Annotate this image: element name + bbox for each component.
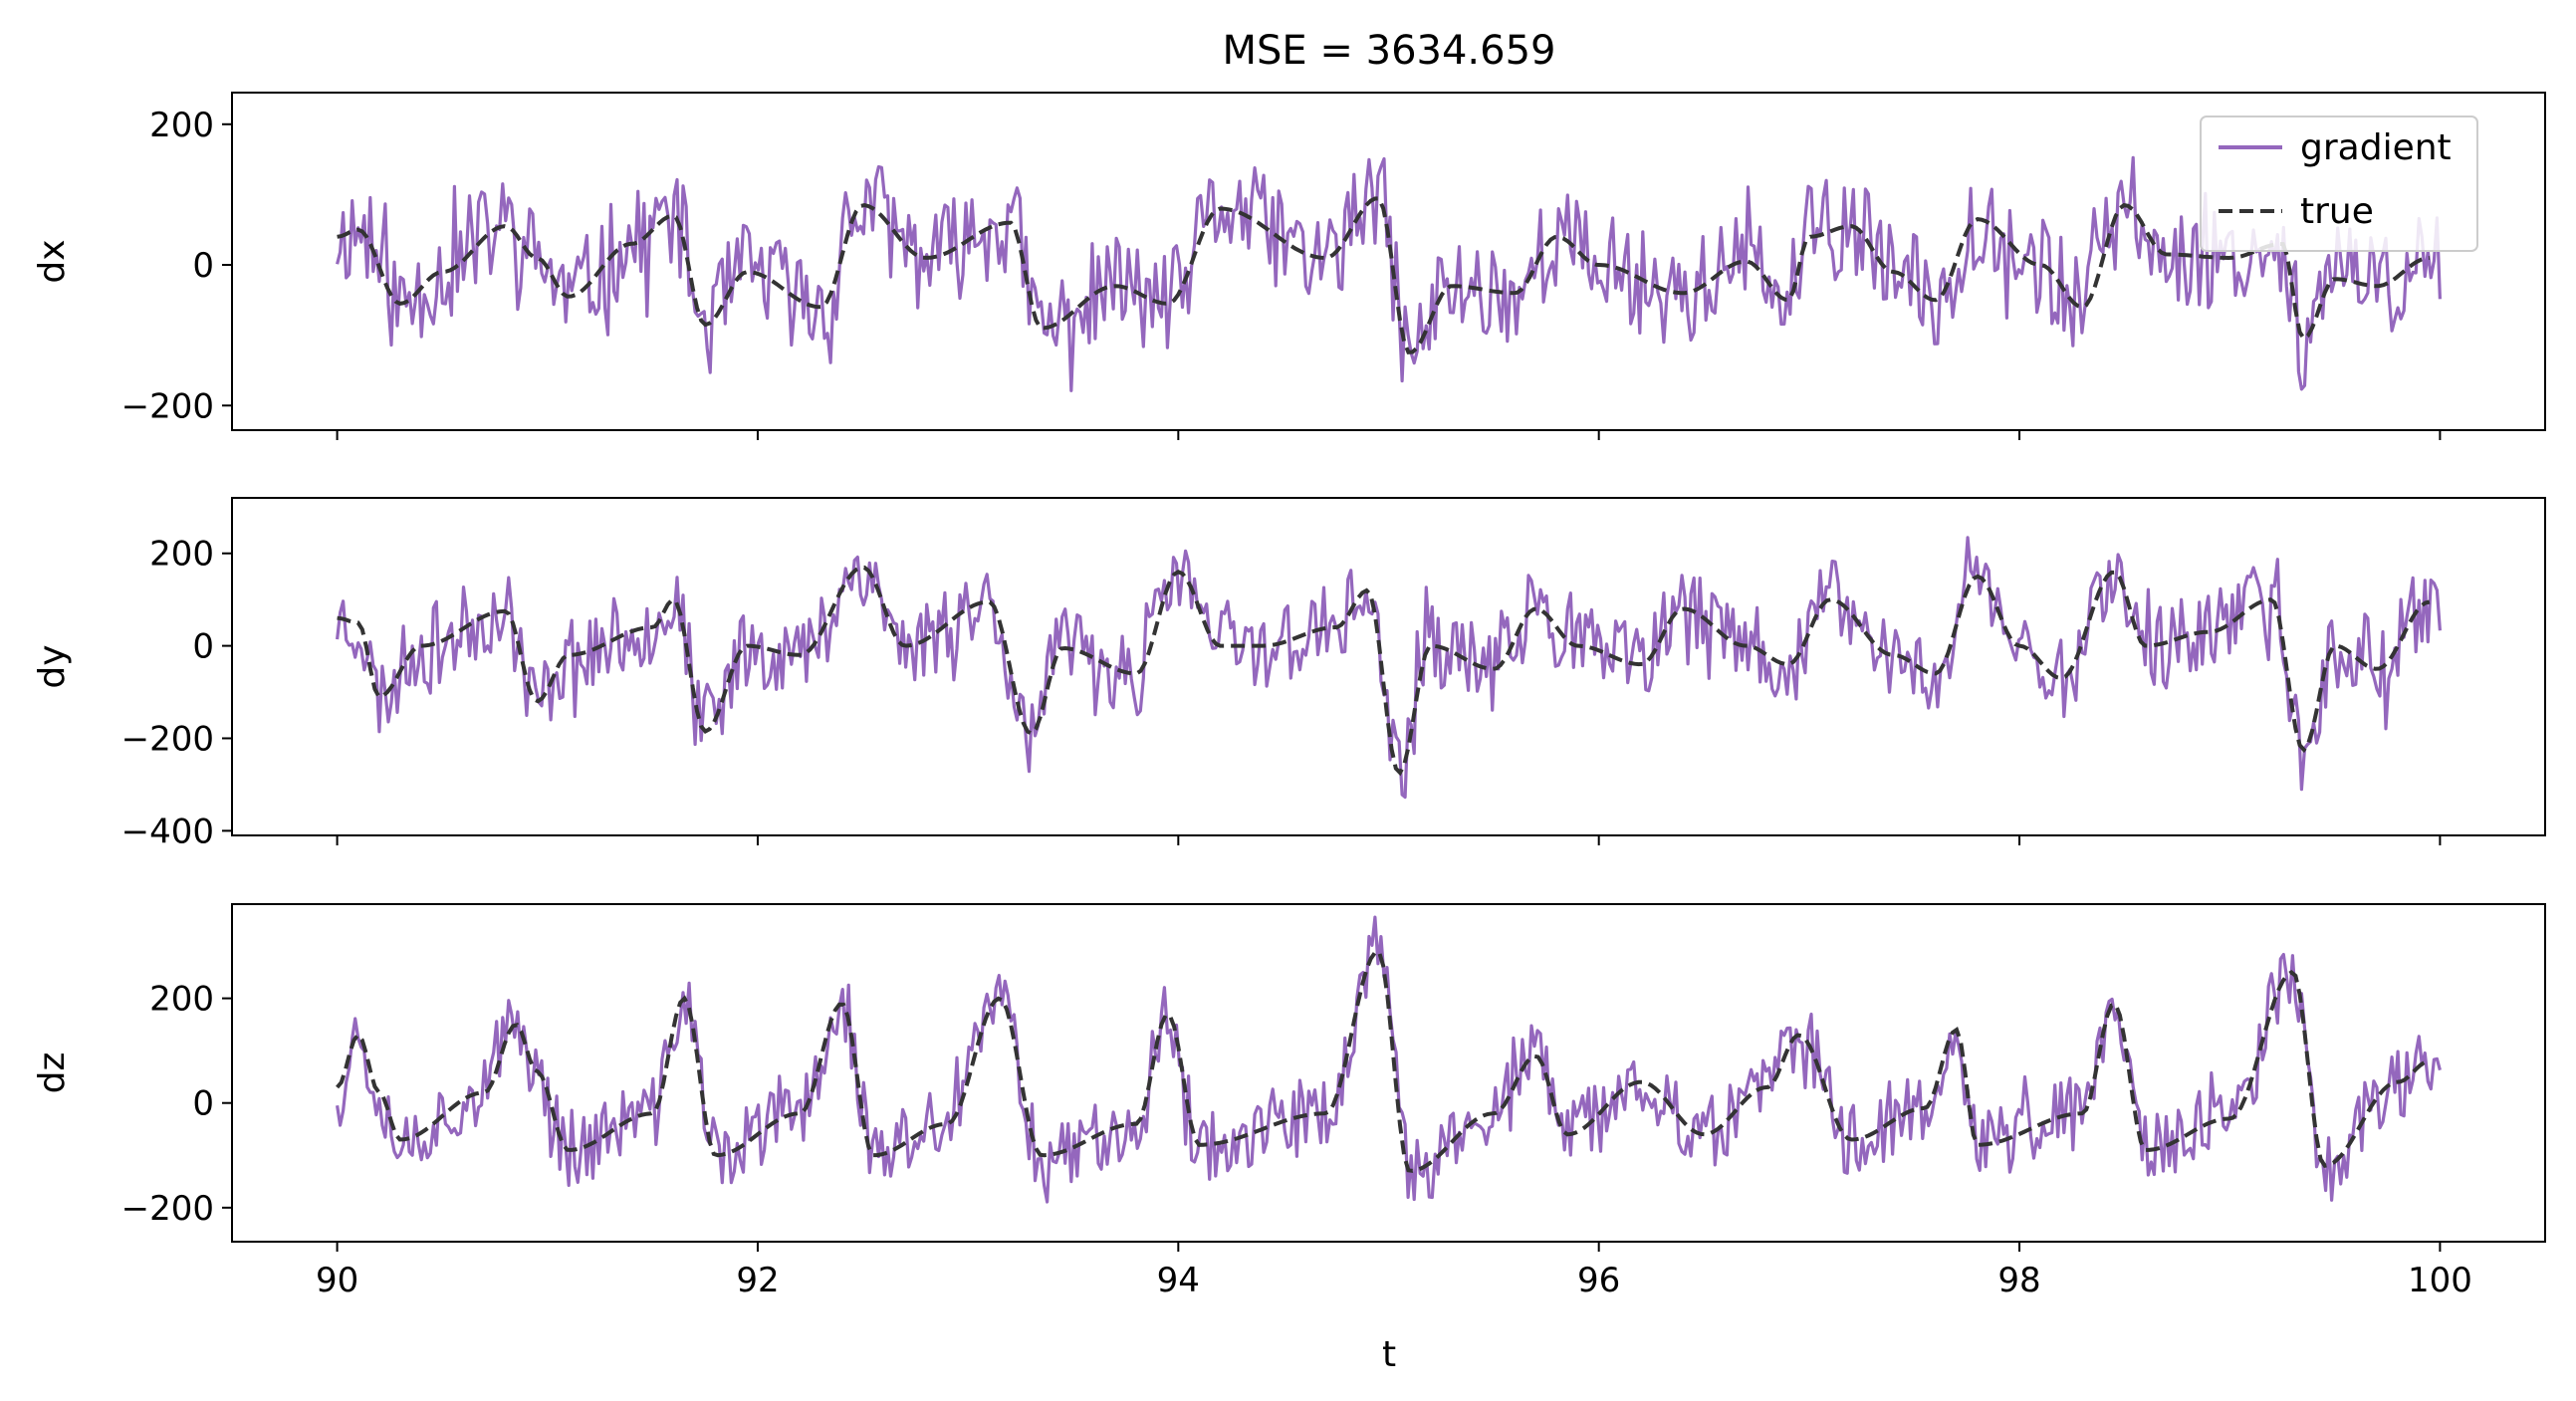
y-tick-label: 200: [149, 535, 214, 575]
x-axis-label: t: [1382, 1334, 1396, 1375]
y-tick-label: 0: [192, 627, 214, 667]
panel-frame: [231, 92, 2546, 431]
panel-dy: −400 −200 0 200 dy: [32, 497, 2546, 851]
x-tick-label: 92: [736, 1261, 779, 1300]
x-tick-label: 100: [2408, 1261, 2472, 1300]
legend-frame: [2200, 116, 2478, 252]
gradient-series-line: [336, 915, 2442, 1204]
plot-area: [336, 915, 2442, 1204]
plot-area: [336, 536, 2442, 800]
y-tick-label: −200: [121, 386, 214, 426]
chart-title: MSE = 3634.659: [1223, 28, 1556, 74]
y-tick-label: 0: [192, 246, 214, 286]
panel-frame: [231, 497, 2546, 836]
y-tick-label: −200: [121, 719, 214, 759]
panel-dx: −200 0 200 dx: [32, 92, 2546, 440]
y-axis-label: dz: [32, 1052, 73, 1094]
y-axis-label: dy: [32, 644, 73, 688]
true-series-line: [337, 565, 2431, 777]
plot-area: [336, 155, 2442, 392]
gradient-series-line: [336, 155, 2442, 392]
panel-dz: −200 0 200 90 92 94 96 98 100 dz: [32, 903, 2546, 1300]
gradient-series-line: [336, 536, 2442, 800]
true-series-line: [337, 196, 2431, 354]
y-axis-label: dx: [32, 239, 73, 283]
x-tick-label: 90: [316, 1261, 358, 1300]
legend-true-label: true: [2300, 191, 2374, 232]
y-tick-label: 200: [149, 106, 214, 145]
panel-frame: [231, 903, 2546, 1243]
y-tick-label: −200: [121, 1189, 214, 1229]
true-series-line: [336, 949, 2431, 1173]
legend: gradient true: [2200, 116, 2478, 252]
y-tick-label: −400: [121, 812, 214, 851]
x-tick-label: 96: [1577, 1261, 1620, 1300]
y-tick-label: 200: [149, 980, 214, 1020]
y-tick-label: 0: [192, 1084, 214, 1124]
x-tick-label: 94: [1157, 1261, 1200, 1300]
x-tick-label: 98: [1997, 1261, 2040, 1300]
legend-gradient-label: gradient: [2300, 127, 2452, 168]
